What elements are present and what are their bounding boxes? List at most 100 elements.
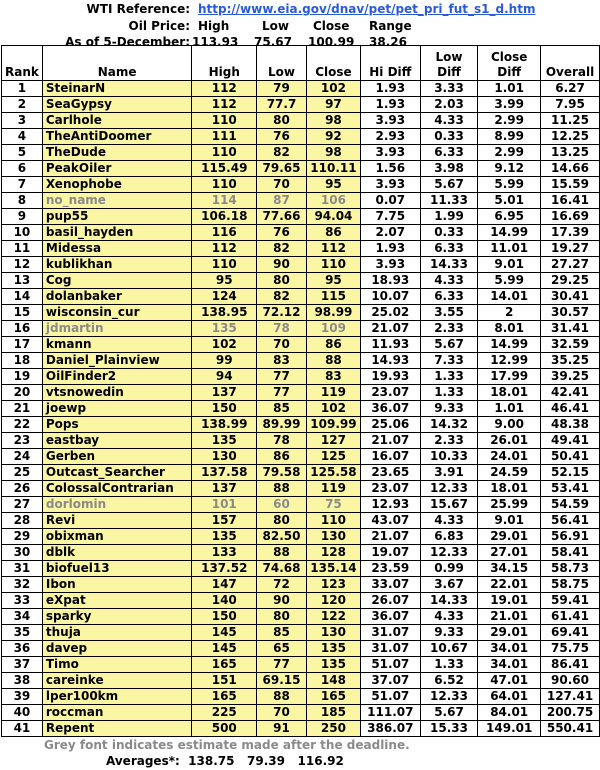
cell-close: 98 — [305, 144, 361, 161]
cell-rank: 31 — [1, 560, 43, 577]
cell-hi-diff: 51.07 — [359, 656, 421, 673]
cell-low-diff: 4.33 — [419, 112, 479, 129]
table-row: 20 vtsnowedin 137 77 119 23.07 1.33 18.01 42.41 — [1, 384, 600, 401]
table-row: 41 Repent 500 91 250 386.07 15.33 149.01 550.41 — [1, 720, 600, 737]
cell-name: lper100km — [41, 688, 193, 705]
cell-rank: 3 — [1, 112, 43, 129]
col-low: Low — [256, 45, 307, 81]
cell-rank: 8 — [1, 192, 43, 209]
table-row: 28 Revi 157 80 110 43.07 4.33 9.01 56.41 — [1, 512, 600, 529]
cell-rank: 17 — [1, 336, 43, 353]
cell-low-diff: 12.33 — [419, 480, 479, 497]
col-rank: Rank — [1, 45, 43, 81]
cell-low: 70 — [256, 176, 307, 193]
cell-close-diff: 18.01 — [477, 480, 542, 497]
cell-rank: 27 — [1, 496, 43, 513]
cell-low: 91 — [256, 720, 307, 737]
cell-high: 106.18 — [191, 208, 258, 225]
cell-rank: 6 — [1, 160, 43, 177]
cell-low-diff: 1.99 — [419, 208, 479, 225]
cell-high: 137.52 — [191, 560, 258, 577]
cell-name: eXpat — [41, 592, 193, 609]
averages-line: Averages*: 138.75 79.39 116.92 — [106, 754, 344, 768]
cell-rank: 12 — [1, 256, 43, 273]
cell-overall: 58.41 — [540, 544, 600, 561]
cell-hi-diff: 3.93 — [359, 256, 421, 273]
table-row: 30 dblk 133 88 128 19.07 12.33 27.01 58.41 — [1, 544, 600, 561]
cell-name: Timo — [41, 656, 193, 673]
cell-high: 147 — [191, 576, 258, 593]
cell-name: Xenophobe — [41, 176, 193, 193]
cell-rank: 15 — [1, 304, 43, 321]
cell-rank: 34 — [1, 608, 43, 625]
cell-low-diff: 0.33 — [419, 224, 479, 241]
cell-low-diff: 3.98 — [419, 160, 479, 177]
cell-close: 95 — [305, 176, 361, 193]
cell-high: 165 — [191, 656, 258, 673]
cell-low: 70 — [256, 336, 307, 353]
cell-high: 137 — [191, 384, 258, 401]
col-close-diff: Close Diff — [477, 45, 542, 81]
cell-rank: 28 — [1, 512, 43, 529]
table-row: 19 OilFinder2 94 77 83 19.93 1.33 17.99 39.25 — [1, 368, 600, 385]
cell-hi-diff: 2.93 — [359, 128, 421, 145]
oil-price-line: Oil Price: High Low Close Range — [0, 18, 600, 34]
table-row: 11 Midessa 112 82 112 1.93 6.33 11.01 19.27 — [1, 240, 600, 257]
cell-low: 82 — [256, 144, 307, 161]
cell-close: 122 — [305, 608, 361, 625]
cell-low-diff: 5.67 — [419, 176, 479, 193]
cell-low-diff: 1.33 — [419, 368, 479, 385]
table-row: 7 Xenophobe 110 70 95 3.93 5.67 5.99 15.59 — [1, 176, 600, 193]
cell-overall: 550.41 — [540, 720, 600, 737]
cell-close-diff: 2 — [477, 304, 542, 321]
cell-low-diff: 7.33 — [419, 352, 479, 369]
table-row: 8 no_name 114 87 106 0.07 11.33 5.01 16.41 — [1, 192, 600, 209]
cell-name: OilFinder2 — [41, 368, 193, 385]
cell-close-diff: 29.01 — [477, 624, 542, 641]
table-row: 2 SeaGypsy 112 77.7 97 1.93 2.03 3.99 7.95 — [1, 96, 600, 113]
reference-link[interactable]: http://www.eia.gov/dnav/pet/pet_pri_fut_… — [198, 2, 536, 16]
cell-overall: 59.41 — [540, 592, 600, 609]
cell-close-diff: 17.99 — [477, 368, 542, 385]
cell-name: jdmartin — [41, 320, 193, 337]
cell-low-diff: 6.33 — [419, 144, 479, 161]
cell-name: Pops — [41, 416, 193, 433]
cell-overall: 12.25 — [540, 128, 600, 145]
cell-low: 80 — [256, 512, 307, 529]
cell-close: 83 — [305, 368, 361, 385]
cell-close: 75 — [305, 496, 361, 513]
header-row: Rank Name High Low Close Hi Diff Low Dif… — [1, 45, 600, 81]
cell-rank: 35 — [1, 624, 43, 641]
cell-hi-diff: 36.07 — [359, 608, 421, 625]
cell-low-diff: 14.33 — [419, 256, 479, 273]
cell-overall: 35.25 — [540, 352, 600, 369]
col-close: Close — [305, 45, 361, 81]
cell-low-diff: 0.33 — [419, 128, 479, 145]
cell-rank: 18 — [1, 352, 43, 369]
cell-close: 120 — [305, 592, 361, 609]
cell-close-diff: 24.01 — [477, 448, 542, 465]
cell-high: 130 — [191, 448, 258, 465]
cell-rank: 10 — [1, 224, 43, 241]
cell-close: 92 — [305, 128, 361, 145]
cell-low: 80 — [256, 112, 307, 129]
cell-hi-diff: 21.07 — [359, 432, 421, 449]
cell-hi-diff: 21.07 — [359, 320, 421, 337]
cell-overall: 48.38 — [540, 416, 600, 433]
cell-rank: 25 — [1, 464, 43, 481]
table-row: 39 lper100km 165 88 165 51.07 12.33 64.01 127.41 — [1, 688, 600, 705]
table-row: 17 kmann 102 70 86 11.93 5.67 14.99 32.59 — [1, 336, 600, 353]
cell-name: basil_hayden — [41, 224, 193, 241]
cell-close-diff: 11.01 — [477, 240, 542, 257]
cell-low-diff: 4.33 — [419, 512, 479, 529]
cell-low-diff: 3.67 — [419, 576, 479, 593]
cell-name: kmann — [41, 336, 193, 353]
cell-high: 112 — [191, 240, 258, 257]
table-row: 38 careinke 151 69.15 148 37.07 6.52 47.01 90.60 — [1, 672, 600, 689]
cell-overall: 6.27 — [540, 80, 600, 97]
cell-hi-diff: 386.07 — [359, 720, 421, 737]
cell-high: 99 — [191, 352, 258, 369]
cell-overall: 52.15 — [540, 464, 600, 481]
table-row: 37 Timo 165 77 135 51.07 1.33 34.01 86.41 — [1, 656, 600, 673]
cell-overall: 14.66 — [540, 160, 600, 177]
